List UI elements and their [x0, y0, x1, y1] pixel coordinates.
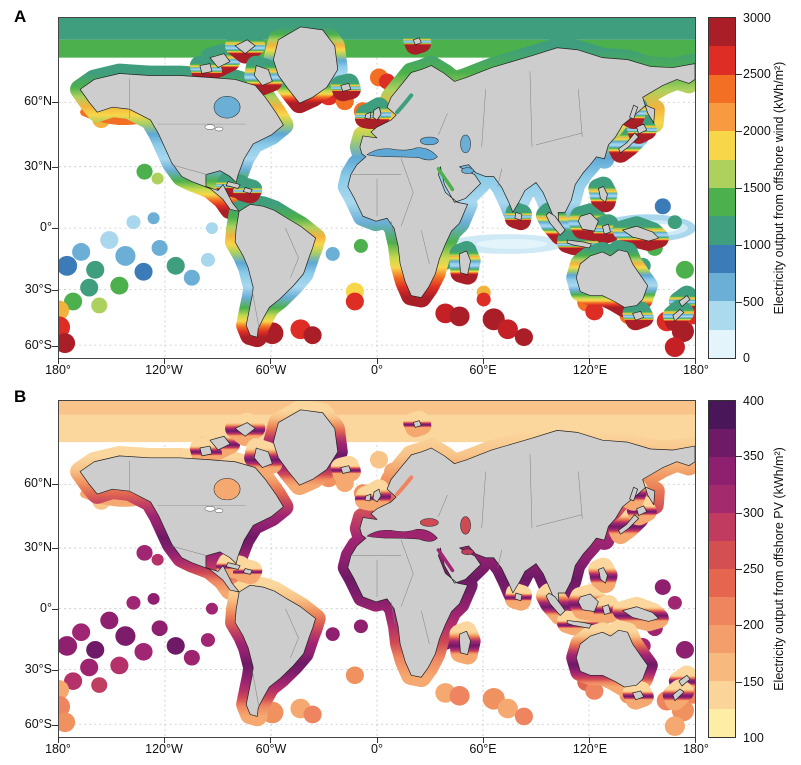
colorbar-segment [709, 597, 735, 625]
colorbar-wind-title: Electricity output from offshore wind (k… [772, 61, 786, 315]
colorbar-pv-title: Electricity output from offshore PV (kWh… [772, 447, 786, 691]
x-tick-label: 180° [683, 742, 709, 756]
colorbar-segment [709, 74, 735, 103]
colorbar-tick-label: 400 [743, 394, 764, 408]
x-tick-label: 120°W [145, 363, 183, 377]
colorbar-tick-label: 2000 [743, 124, 771, 138]
x-tick-label: 60°E [469, 742, 497, 756]
colorbar-segment [709, 709, 735, 737]
colorbar-pv [708, 400, 736, 738]
colorbar-tick-label: 200 [743, 618, 764, 632]
x-tick-label: 60°W [255, 363, 287, 377]
colorbar-tick-label: 0 [743, 351, 750, 365]
colorbar-segment [709, 653, 735, 681]
plot-area-pv-map [58, 400, 696, 738]
colorbar-segment [709, 216, 735, 245]
colorbar-tick-label: 3000 [743, 11, 771, 25]
colorbar-tick-label: 2500 [743, 67, 771, 81]
colorbar-segment [709, 272, 735, 302]
colorbar-segment [709, 46, 735, 75]
colorbar-segment [709, 485, 735, 513]
x-tick-label: 0° [371, 363, 383, 377]
y-tick-label: 0° [40, 601, 52, 615]
y-tick-label: 30°S [24, 282, 52, 296]
x-tick-label: 120°E [572, 363, 608, 377]
colorbar-segment [709, 102, 735, 132]
seas-overlay-wind [204, 93, 474, 192]
y-tick-label: 60°N [24, 476, 52, 490]
colorbar-segment [709, 244, 735, 273]
x-tick-label: 180° [45, 363, 71, 377]
colorbar-segment [709, 541, 735, 569]
pv-map [59, 401, 695, 737]
y-tick-label: 30°S [24, 662, 52, 676]
island-eez-blobs-pv [59, 450, 695, 737]
colorbar-segment [709, 301, 735, 330]
x-tick-label: 60°E [469, 363, 497, 377]
colorbar-tick-label: 350 [743, 449, 764, 463]
y-tick-label: 60°N [24, 94, 52, 108]
colorbar-segment [709, 329, 735, 358]
x-tick-label: 0° [371, 742, 383, 756]
colorbar-segment [709, 187, 735, 217]
colorbar-segment [709, 429, 735, 457]
colorbar-segment [709, 401, 735, 429]
y-tick-label: 30°N [24, 159, 52, 173]
panel-a-label: A [14, 7, 27, 26]
panel-b-label: B [14, 387, 27, 406]
plot-area-wind-map [58, 17, 696, 359]
colorbar-wind [708, 17, 736, 359]
colorbar-segment [709, 569, 735, 597]
colorbar-segment [709, 513, 735, 541]
y-tick-label: 60°S [24, 338, 52, 352]
y-tick-label: 30°N [24, 540, 52, 554]
seas-overlay-pv [204, 475, 474, 573]
colorbar-tick-label: 100 [743, 731, 764, 745]
colorbar-segment [709, 18, 735, 47]
y-tick-label: 0° [40, 220, 52, 234]
colorbar-tick-label: 1500 [743, 181, 771, 195]
colorbar-segment [709, 625, 735, 653]
colorbar-tick-label: 500 [743, 295, 764, 309]
colorbar-tick-label: 1000 [743, 238, 771, 252]
x-tick-label: 60°W [255, 742, 287, 756]
y-tick-label: 60°S [24, 717, 52, 731]
colorbar-tick-label: 150 [743, 675, 764, 689]
x-tick-label: 180° [45, 742, 71, 756]
colorbar-segment [709, 131, 735, 160]
colorbar-segment [709, 159, 735, 188]
wind-map [59, 18, 695, 358]
x-tick-label: 180° [683, 363, 709, 377]
colorbar-segment [709, 681, 735, 709]
colorbar-tick-label: 250 [743, 562, 764, 576]
x-tick-label: 120°E [572, 742, 608, 756]
colorbar-tick-label: 300 [743, 506, 764, 520]
colorbar-segment [709, 457, 735, 485]
x-tick-label: 120°W [145, 742, 183, 756]
